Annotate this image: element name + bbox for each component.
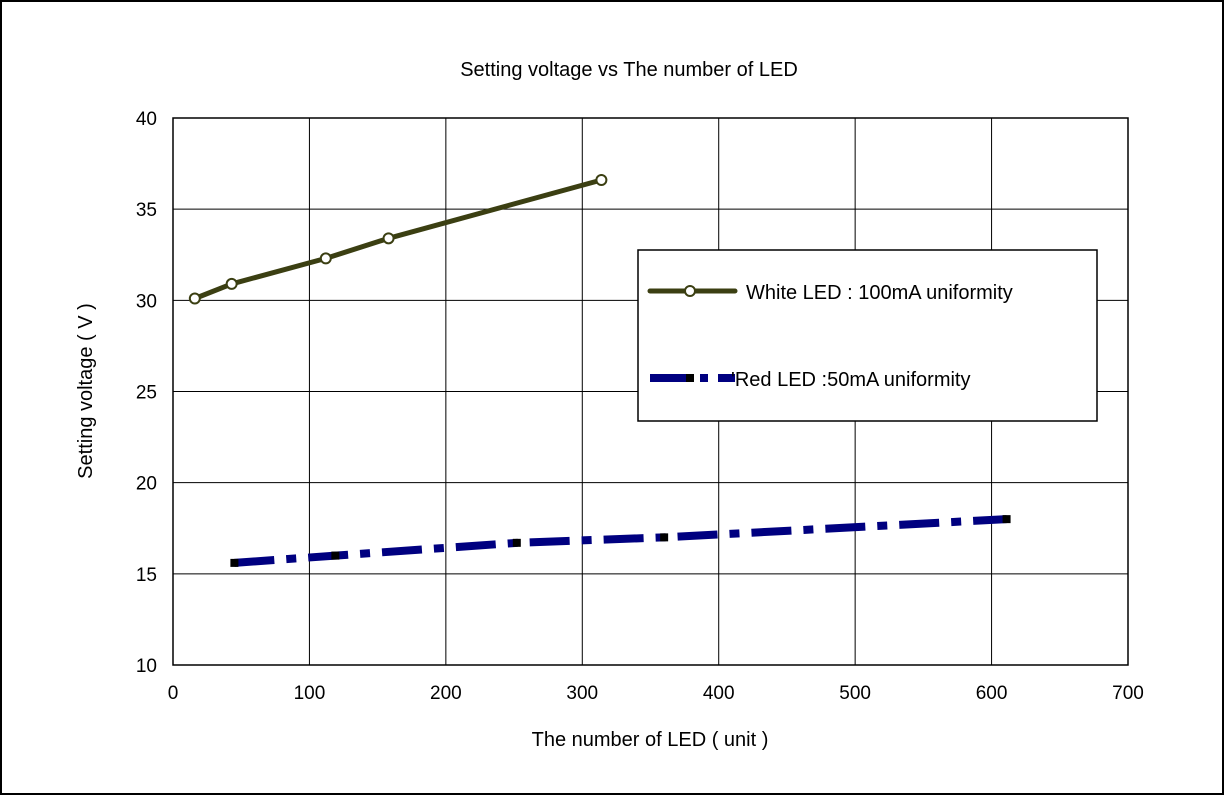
data-point-red-led [331,551,340,560]
data-point-white-led [382,232,395,245]
data-point-white-led [319,252,332,265]
x-tick-label: 300 [566,683,598,704]
x-tick-label: 200 [430,683,462,704]
data-point-white-led [595,173,608,186]
legend-marker-red-led [686,374,694,382]
x-axis-title: The number of LED ( unit ) [532,729,769,751]
plot-area-border [172,117,1129,666]
x-tick-label: 500 [839,683,871,704]
y-tick-label: 10 [136,656,157,677]
data-point-red-led [660,533,669,542]
data-point-red-led [230,558,239,567]
chart-title: Setting voltage vs The number of LED [460,59,798,81]
y-tick-label: 25 [136,383,157,404]
x-tick-label: 0 [168,683,179,704]
x-tick-label: 100 [294,683,326,704]
x-tick-label: 700 [1112,683,1144,704]
legend-label-white-led: White LED : 100mA uniformity [746,282,1013,304]
x-tick-labels: 0 100 200 300 400 500 600 700 [168,683,1144,704]
data-point-red-led [1002,515,1011,524]
y-axis-title: Setting voltage ( V ) [75,303,97,479]
y-tick-labels: 10 15 20 25 30 35 40 [136,109,157,677]
y-tick-label: 35 [136,200,157,221]
series-layer [188,173,1011,567]
y-tick-label: 15 [136,565,157,586]
data-point-white-led [225,277,238,290]
x-tick-label: 400 [703,683,735,704]
y-tick-label: 30 [136,291,157,312]
y-tick-label: 40 [136,109,157,130]
legend: White LED : 100mA uniformity 'Red LED :5… [637,249,1098,422]
x-tick-label: 600 [976,683,1008,704]
legend-marker-white-led [684,285,696,297]
legend-box [637,249,1098,422]
y-tick-label: 20 [136,474,157,495]
data-point-red-led [512,538,521,547]
legend-label-red-led: 'Red LED :50mA uniformity [731,369,970,391]
data-point-white-led [188,292,201,305]
